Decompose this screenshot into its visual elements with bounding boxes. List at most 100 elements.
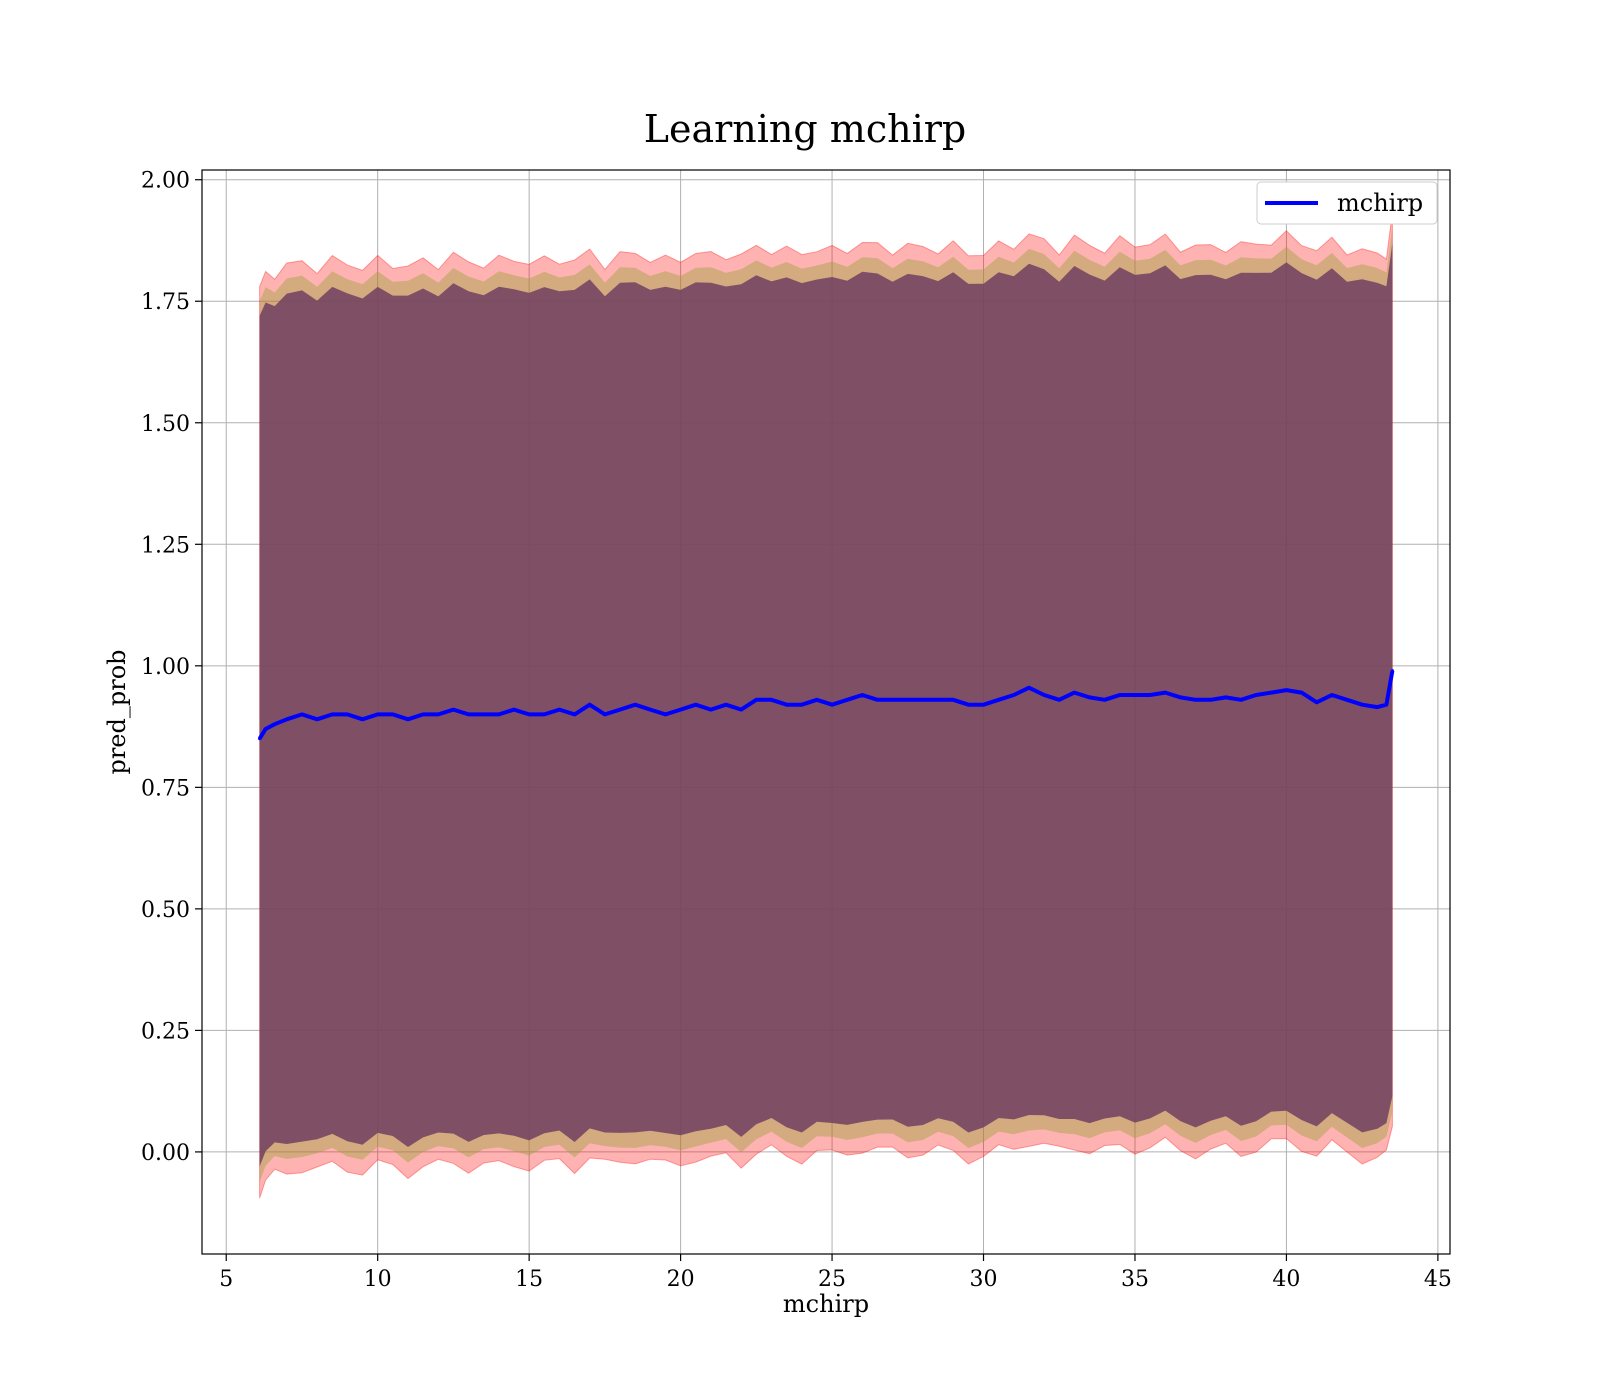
- plot-frame: [201, 169, 1451, 1255]
- x-axis-label: mchirp: [783, 1290, 869, 1318]
- data-point-mchirp-48: [966, 703, 970, 707]
- data-point-mchirp-59: [1133, 693, 1137, 697]
- data-point-mchirp-56: [1088, 695, 1092, 699]
- data-point-mchirp-37: [800, 703, 804, 707]
- data-point-mchirp-58: [1118, 693, 1122, 697]
- chart-title: Learning mchirp: [644, 107, 966, 151]
- y-tick-label-2: 0.50: [141, 898, 190, 923]
- y-tick-label-7: 1.75: [141, 290, 190, 315]
- data-point-mchirp-28: [663, 712, 667, 716]
- data-point-mchirp-36: [785, 703, 789, 707]
- y-axis-ticks: 0.00 0.25 0.50 0.75 1.00 1.25 1.50 1.75 2.00: [141, 169, 202, 1166]
- data-point-mchirp-21: [557, 708, 561, 712]
- data-point-mchirp-4: [300, 712, 304, 716]
- data-point-mchirp-9: [376, 712, 380, 716]
- data-point-mchirp-53: [1042, 693, 1046, 697]
- data-point-mchirp-71: [1315, 700, 1319, 704]
- x-tick-label-3: 20: [667, 1267, 695, 1292]
- data-point-mchirp-64: [1209, 698, 1213, 702]
- y-tick-label-4: 1.00: [141, 655, 190, 680]
- series-lines: [257, 669, 1395, 741]
- data-point-mchirp-14: [451, 708, 455, 712]
- y-tick-label-5: 1.25: [141, 533, 190, 558]
- data-point-mchirp-22: [573, 712, 577, 716]
- data-point-mchirp-6: [330, 712, 334, 716]
- data-point-mchirp-29: [679, 708, 683, 712]
- y-tick-label-8: 2.00: [141, 169, 190, 194]
- data-point-mchirp-41: [860, 693, 864, 697]
- data-point-mchirp-2: [273, 722, 277, 726]
- data-point-mchirp-61: [1163, 691, 1167, 695]
- data-point-mchirp-49: [982, 703, 986, 707]
- x-tick-label-2: 15: [515, 1267, 543, 1292]
- data-point-mchirp-73: [1345, 698, 1349, 702]
- data-point-mchirp-25: [618, 708, 622, 712]
- y-axis-label: pred_prob: [103, 649, 131, 774]
- data-point-mchirp-77: [1390, 669, 1394, 673]
- data-point-mchirp-19: [527, 712, 531, 716]
- data-point-mchirp-18: [512, 708, 516, 712]
- data-point-mchirp-33: [739, 708, 743, 712]
- data-point-mchirp-27: [648, 708, 652, 712]
- data-point-mchirp-75: [1375, 705, 1379, 709]
- data-point-mchirp-42: [875, 698, 879, 702]
- data-point-mchirp-43: [891, 698, 895, 702]
- data-point-mchirp-26: [633, 703, 637, 707]
- x-tick-label-8: 45: [1424, 1267, 1452, 1292]
- data-point-mchirp-32: [724, 703, 728, 707]
- data-point-mchirp-50: [997, 698, 1001, 702]
- data-point-mchirp-45: [921, 698, 925, 702]
- series-line-mchirp: [257, 670, 1395, 740]
- data-point-mchirp-24: [603, 712, 607, 716]
- x-tick-label-5: 30: [970, 1267, 998, 1292]
- x-tick-label-7: 40: [1272, 1267, 1300, 1292]
- data-point-mchirp-5: [315, 717, 319, 721]
- data-point-mchirp-46: [936, 698, 940, 702]
- data-point-mchirp-7: [345, 712, 349, 716]
- data-point-mchirp-67: [1254, 693, 1258, 697]
- data-point-mchirp-51: [1012, 693, 1016, 697]
- data-point-mchirp-8: [361, 717, 365, 721]
- data-point-mchirp-55: [1072, 691, 1076, 695]
- x-tick-label-6: 35: [1121, 1267, 1149, 1292]
- x-tick-label-0: 5: [219, 1267, 233, 1292]
- data-point-mchirp-20: [542, 712, 546, 716]
- data-point-mchirp-23: [588, 703, 592, 707]
- legend-box: [1256, 181, 1438, 225]
- data-point-mchirp-13: [436, 712, 440, 716]
- data-point-mchirp-34: [754, 698, 758, 702]
- data-point-mchirp-52: [1027, 686, 1031, 690]
- data-point-mchirp-70: [1300, 691, 1304, 695]
- data-point-mchirp-47: [951, 698, 955, 702]
- data-point-mchirp-15: [467, 712, 471, 716]
- uncertainty-bands: [259, 211, 1393, 1199]
- data-point-mchirp-60: [1148, 693, 1152, 697]
- data-point-mchirp-74: [1360, 703, 1364, 707]
- data-point-mchirp-1: [264, 727, 268, 731]
- legend: mchirp: [1256, 181, 1438, 225]
- data-point-mchirp-11: [406, 717, 410, 721]
- data-point-mchirp-62: [1178, 695, 1182, 699]
- data-point-mchirp-0: [258, 737, 262, 741]
- y-tick-label-3: 0.75: [141, 776, 190, 801]
- data-point-mchirp-65: [1224, 695, 1228, 699]
- y-tick-label-1: 0.25: [141, 1019, 190, 1044]
- x-axis-ticks: 5 10 15 20 25 30 35 40 45: [219, 1254, 1452, 1292]
- data-point-mchirp-57: [1103, 698, 1107, 702]
- data-point-mchirp-16: [482, 712, 486, 716]
- data-point-mchirp-35: [769, 698, 773, 702]
- data-point-mchirp-76: [1384, 703, 1388, 707]
- data-point-mchirp-3: [285, 717, 289, 721]
- data-point-mchirp-39: [830, 703, 834, 707]
- data-point-mchirp-72: [1330, 693, 1334, 697]
- y-tick-label-6: 1.50: [141, 412, 190, 437]
- data-point-mchirp-63: [1194, 698, 1198, 702]
- x-tick-label-1: 10: [364, 1267, 392, 1292]
- data-point-mchirp-40: [845, 698, 849, 702]
- data-point-mchirp-17: [497, 712, 501, 716]
- data-point-mchirp-54: [1057, 698, 1061, 702]
- x-tick-label-4: 25: [818, 1267, 846, 1292]
- data-point-mchirp-30: [694, 703, 698, 707]
- band-inner: [259, 243, 1393, 1167]
